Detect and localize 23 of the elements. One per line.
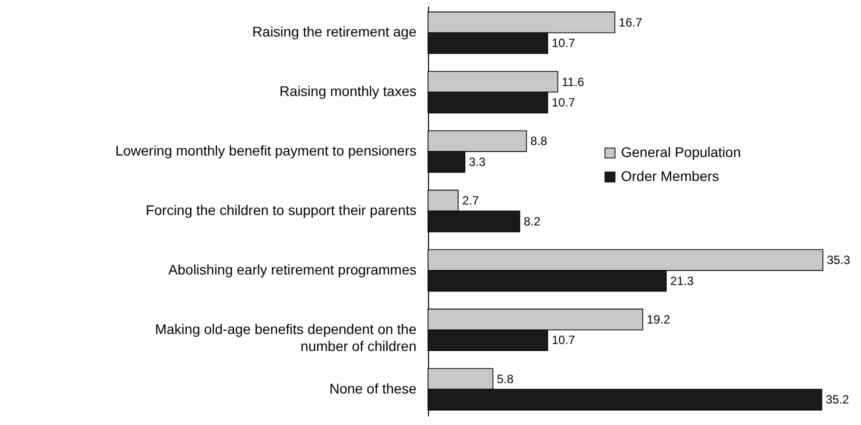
data-label: 8.2: [524, 214, 541, 228]
data-label: 10.7: [552, 333, 576, 348]
data-label: 10.7: [552, 36, 576, 50]
legend-label: General Population: [621, 144, 741, 160]
data-label: 11.6: [562, 74, 585, 89]
y-tick-label: Raising the retirement age: [252, 24, 417, 40]
data-label: 10.7: [552, 96, 576, 110]
y-tick-label: Abolishing early retirement programmes: [168, 261, 416, 278]
legend-label: Order Members: [621, 168, 720, 184]
y-tick-label: Forcing the children to support their parents: [146, 202, 416, 218]
data-label: 16.7: [618, 15, 642, 30]
y-tick-label: None of these: [329, 380, 417, 396]
y-tick-label: Lowering monthly benefit payment to pensioners: [115, 142, 416, 159]
data-label: 5.8: [496, 372, 514, 386]
data-label: 8.8: [530, 134, 548, 148]
data-label: 3.3: [468, 154, 486, 169]
data-label: 35.3: [826, 253, 851, 268]
data-label: 21.3: [670, 274, 694, 288]
data-label: 35.2: [826, 392, 850, 407]
data-label: 2.7: [462, 194, 480, 208]
y-tick-label: Raising monthly taxes: [280, 83, 416, 100]
data-label: 19.2: [646, 312, 670, 326]
y-tick-label: Making old-age benefits dependent on the number of children: [154, 320, 417, 354]
